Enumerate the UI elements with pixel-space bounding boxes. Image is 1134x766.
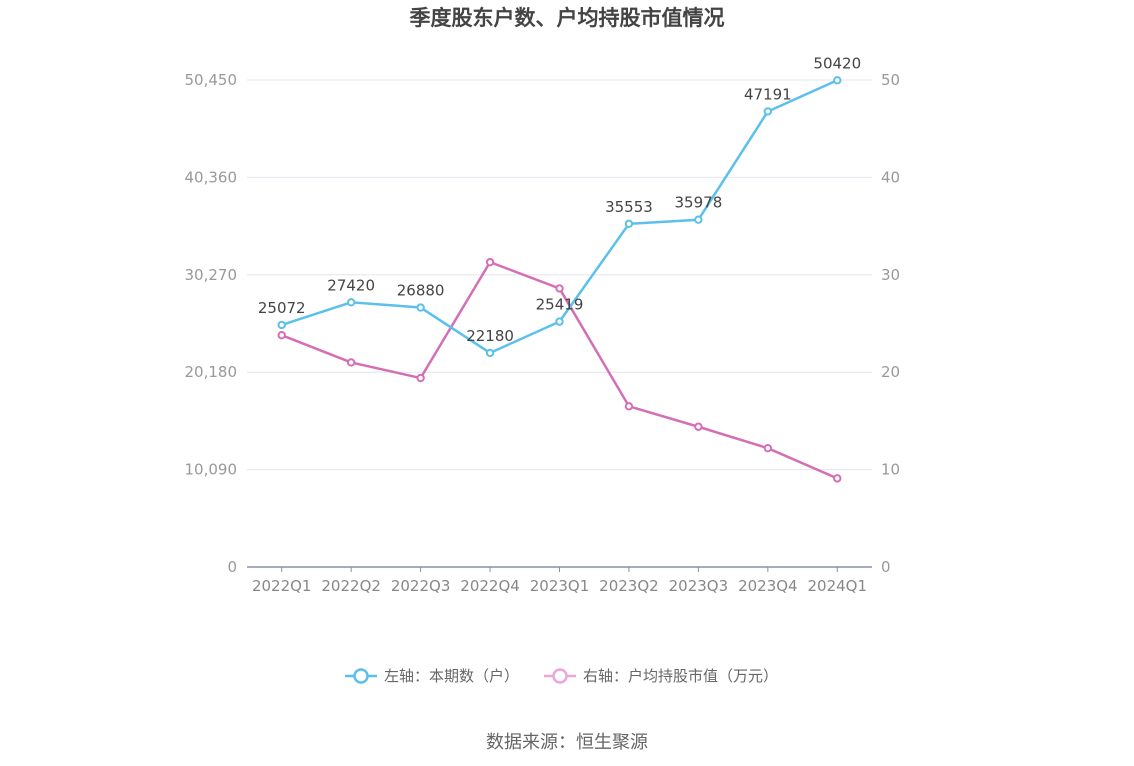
series-group: 25072 27420 26880 22180 25419 35553 35978 47191… xyxy=(258,54,861,483)
data-point xyxy=(346,298,356,307)
data-label: 25072 xyxy=(258,299,306,317)
legend-item[interactable]: 左轴：本期数（户） xyxy=(345,667,519,685)
grid xyxy=(247,79,872,471)
legend-label: 右轴：户均持股市值（万元） xyxy=(583,667,778,685)
data-label: 47191 xyxy=(744,85,792,103)
left-tick-label: 40,360 xyxy=(185,168,238,186)
x-tick-label: 2022Q4 xyxy=(460,577,520,595)
data-label: 26880 xyxy=(397,282,445,300)
legend[interactable]: 左轴：本期数（户） 右轴：户均持股市值（万元） xyxy=(345,667,778,685)
x-tick-label: 2022Q3 xyxy=(391,577,451,595)
data-label: 35553 xyxy=(605,198,653,216)
data-point xyxy=(763,443,773,453)
data-point xyxy=(694,215,703,224)
data-label: 35978 xyxy=(675,194,723,212)
right-tick-label: 0 xyxy=(881,558,891,576)
data-point xyxy=(763,107,773,116)
data-point xyxy=(346,358,356,367)
right-tick-label: 20 xyxy=(881,363,900,381)
left-tick-label: 20,180 xyxy=(185,363,238,381)
left-axis: 0 10,090 20,180 30,270 40,360 50,450 xyxy=(185,71,238,576)
legend-label: 左轴：本期数（户） xyxy=(384,667,519,685)
legend-item[interactable]: 右轴：户均持股市值（万元） xyxy=(544,667,778,685)
data-label: 25419 xyxy=(536,296,584,314)
right-tick-label: 40 xyxy=(881,168,900,186)
right-tick-label: 10 xyxy=(881,461,900,479)
data-point xyxy=(624,219,634,229)
data-point xyxy=(833,76,842,85)
data-point xyxy=(416,303,425,312)
data-point xyxy=(277,320,286,330)
data-point xyxy=(485,348,495,358)
data-point xyxy=(555,284,564,293)
data-label: 22180 xyxy=(466,327,514,345)
series-line xyxy=(281,260,838,480)
right-axis: 0 10 20 30 40 50 xyxy=(881,71,900,576)
data-label: 50420 xyxy=(813,54,861,72)
x-tick-label: 2023Q4 xyxy=(738,577,798,595)
chart-title: 季度股东户数、户均持股市值情况 xyxy=(410,6,725,30)
x-tick-label: 2024Q1 xyxy=(808,577,868,595)
x-tick-label: 2022Q1 xyxy=(252,577,312,595)
data-point xyxy=(416,373,425,383)
legend-marker xyxy=(353,668,369,684)
legend-marker xyxy=(552,668,568,684)
right-tick-label: 50 xyxy=(881,71,900,89)
x-tick-label: 2023Q1 xyxy=(530,577,590,595)
data-point xyxy=(833,474,842,483)
source-note: 数据来源：恒生聚源 xyxy=(486,732,648,753)
data-point xyxy=(624,402,634,411)
x-axis: 2022Q1 2022Q2 2022Q3 2022Q4 2023Q1 2023Q2 2023… xyxy=(247,566,872,595)
left-tick-label: 0 xyxy=(227,558,237,576)
data-label: 27420 xyxy=(327,276,375,294)
left-tick-label: 10,090 xyxy=(185,461,238,479)
left-tick-label: 30,270 xyxy=(185,266,238,284)
data-point xyxy=(277,330,286,340)
x-tick-label: 2023Q2 xyxy=(599,577,659,595)
x-tick-label: 2022Q2 xyxy=(321,577,381,595)
x-tick-label: 2023Q3 xyxy=(669,577,729,595)
data-point xyxy=(555,317,564,326)
data-point xyxy=(694,422,703,431)
right-tick-label: 30 xyxy=(881,266,900,284)
data-point xyxy=(485,257,495,267)
left-tick-label: 50,450 xyxy=(185,71,238,89)
